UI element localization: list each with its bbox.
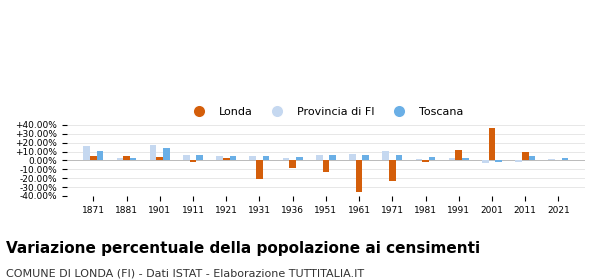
Bar <box>116 158 123 160</box>
Bar <box>130 158 136 160</box>
Bar <box>548 159 555 160</box>
Bar <box>223 158 230 160</box>
Text: COMUNE DI LONDA (FI) - Dati ISTAT - Elaborazione TUTTITALIA.IT: COMUNE DI LONDA (FI) - Dati ISTAT - Elab… <box>6 269 364 279</box>
Bar <box>522 152 529 160</box>
Bar <box>296 157 302 160</box>
Bar <box>488 128 495 160</box>
Bar <box>449 158 455 160</box>
Bar <box>97 151 103 160</box>
Bar <box>349 154 356 160</box>
Bar <box>190 160 196 162</box>
Bar <box>90 156 97 160</box>
Bar <box>462 158 469 160</box>
Bar <box>157 157 163 160</box>
Bar <box>83 146 90 160</box>
Bar <box>316 155 323 160</box>
Bar <box>256 160 263 179</box>
Bar <box>289 160 296 168</box>
Bar <box>323 160 329 172</box>
Text: Variazione percentuale della popolazione ai censimenti: Variazione percentuale della popolazione… <box>6 241 480 256</box>
Bar <box>562 158 568 160</box>
Bar <box>429 157 436 160</box>
Bar <box>382 151 389 160</box>
Legend: Londa, Provincia di FI, Toscana: Londa, Provincia di FI, Toscana <box>185 104 467 120</box>
Bar <box>495 160 502 162</box>
Bar <box>183 155 190 160</box>
Bar <box>329 155 336 160</box>
Bar <box>196 155 203 160</box>
Bar <box>455 150 462 160</box>
Bar <box>416 159 422 160</box>
Bar <box>362 155 369 160</box>
Bar <box>230 156 236 160</box>
Bar <box>422 160 429 162</box>
Bar <box>250 157 256 160</box>
Bar <box>123 157 130 160</box>
Bar <box>150 145 157 160</box>
Bar <box>395 155 402 160</box>
Bar <box>356 160 362 192</box>
Bar <box>515 160 522 162</box>
Bar <box>482 160 488 163</box>
Bar <box>163 148 170 160</box>
Bar <box>529 156 535 160</box>
Bar <box>216 157 223 160</box>
Bar <box>263 157 269 160</box>
Bar <box>283 158 289 160</box>
Bar <box>389 160 395 181</box>
